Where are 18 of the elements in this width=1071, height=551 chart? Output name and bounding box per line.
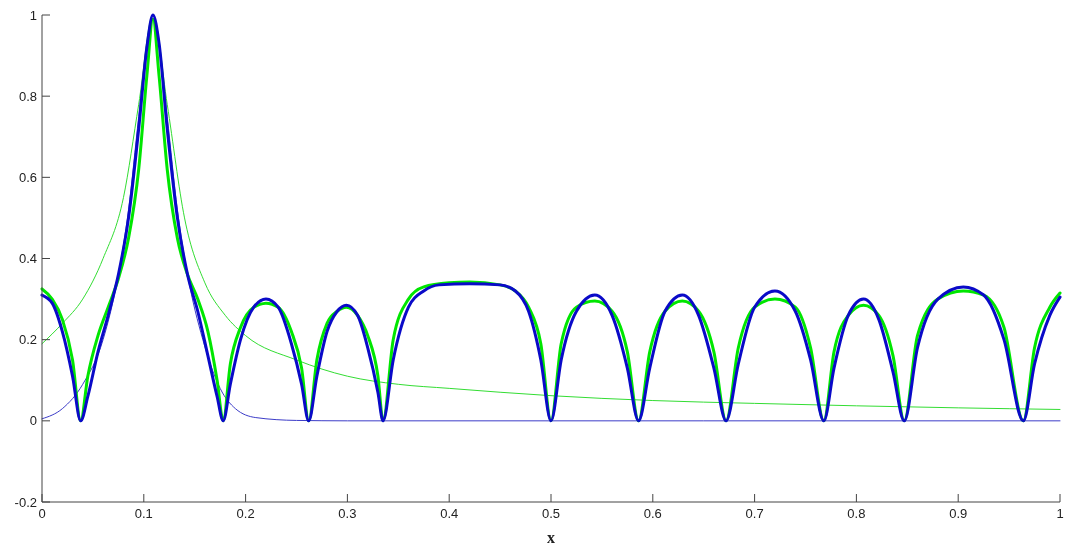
x-tick-label: 1	[1056, 506, 1064, 521]
x-tick-label: 0.7	[745, 506, 764, 521]
x-tick-label: 0.1	[134, 506, 153, 521]
y-tick-label: 1	[29, 7, 37, 23]
y-tick-label: -0.2	[14, 494, 37, 510]
x-tick-label: 0.9	[949, 506, 968, 521]
y-tick-label: 0.8	[18, 88, 37, 104]
y-tick-label: 0.2	[18, 332, 37, 348]
x-tick-label: 0.2	[236, 506, 255, 521]
x-tick-label: 0.4	[440, 506, 459, 521]
x-tick-label: 0.6	[643, 506, 662, 521]
y-tick-label: 0	[29, 413, 37, 429]
y-tick-label: 0.6	[18, 169, 37, 185]
x-tick-label: 0.3	[338, 506, 357, 521]
x-axis-title: x	[547, 529, 555, 546]
x-tick-label: 0.5	[541, 506, 561, 521]
x-tick-label: 0.8	[847, 506, 866, 521]
y-tick-label: 0.4	[18, 251, 37, 267]
